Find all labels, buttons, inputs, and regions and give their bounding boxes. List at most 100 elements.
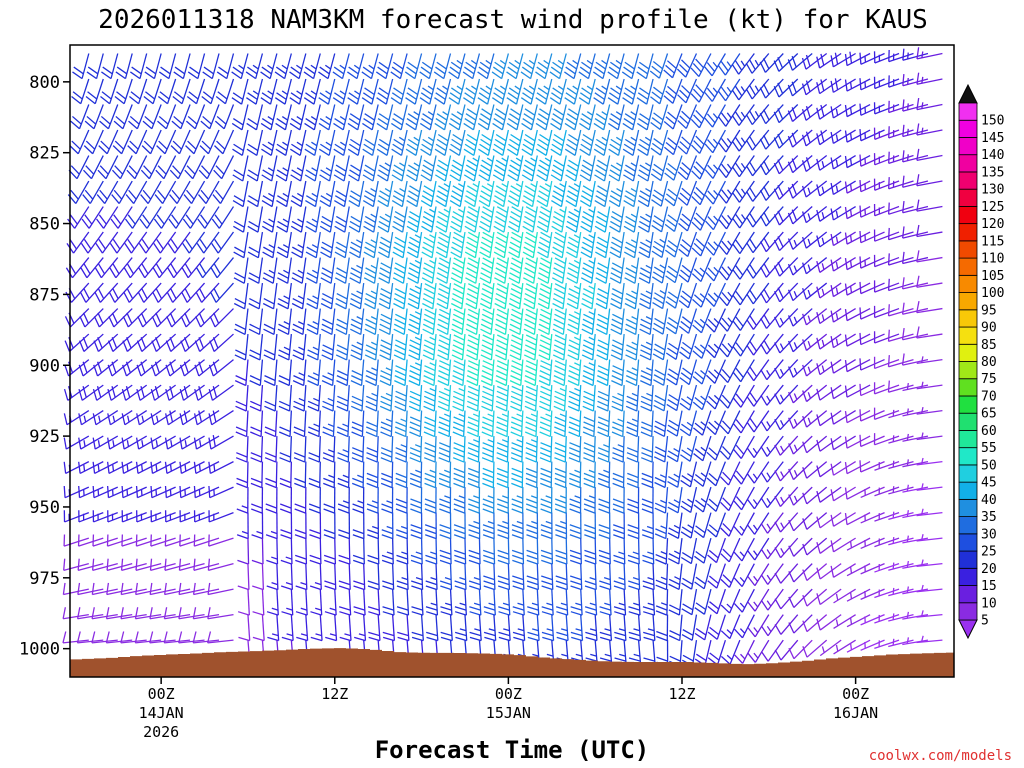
wind-barb <box>96 206 119 229</box>
wind-barb <box>719 282 741 307</box>
wind-barb <box>788 512 813 532</box>
wind-barb <box>733 537 755 562</box>
wind-barb <box>158 53 177 80</box>
wind-barb <box>678 206 698 232</box>
wind-barb <box>134 631 162 644</box>
credit-link[interactable]: coolwx.com/models <box>869 748 1012 764</box>
wind-barb <box>367 589 381 616</box>
wind-barb <box>261 206 278 233</box>
wind-barb <box>733 435 755 459</box>
wind-barb <box>97 155 119 180</box>
wind-barb <box>902 408 929 417</box>
wind-barb <box>556 614 569 642</box>
wind-barb <box>246 78 264 105</box>
wind-barb <box>421 206 437 233</box>
wind-barb <box>859 179 885 193</box>
wind-barb <box>540 512 553 540</box>
wind-barb <box>681 589 698 616</box>
wind-barb <box>338 589 352 616</box>
wind-barb <box>650 78 669 105</box>
wind-barb <box>830 512 856 527</box>
wind-barb <box>435 231 452 259</box>
wind-barb <box>434 104 452 131</box>
wind-barb <box>280 512 293 540</box>
wind-barb <box>760 384 784 406</box>
wind-barb <box>888 613 914 622</box>
wind-barb <box>84 104 104 130</box>
wind-barb <box>110 206 133 229</box>
y-tick-label: 975 <box>29 569 60 589</box>
wind-barb <box>802 563 828 582</box>
wind-barb <box>706 410 727 436</box>
wind-barb <box>187 53 206 80</box>
wind-barb <box>336 359 350 387</box>
wind-barb <box>246 104 264 131</box>
wind-barb <box>523 257 538 284</box>
wind-barb <box>264 385 278 412</box>
wind-barb <box>155 155 177 180</box>
wind-barb <box>395 436 408 463</box>
wind-barb <box>496 436 510 463</box>
wind-barb <box>163 631 191 644</box>
wind-barb <box>579 180 596 208</box>
colorbar-label: 125 <box>981 200 1004 215</box>
wind-barb <box>308 461 321 489</box>
wind-barb <box>916 559 943 568</box>
wind-barb <box>320 257 336 284</box>
wind-barb <box>233 231 249 259</box>
wind-barb <box>668 614 683 642</box>
wind-barb <box>774 435 799 456</box>
wind-barb <box>694 563 712 590</box>
wind-barb <box>607 53 625 80</box>
wind-barb <box>552 334 567 361</box>
wind-barb <box>745 53 770 74</box>
wind-barb <box>524 359 538 387</box>
wind-barb <box>830 384 856 400</box>
wind-barb <box>495 334 510 361</box>
wind-barb <box>169 180 191 204</box>
wind-barb <box>678 231 698 258</box>
colorbar-swatch <box>958 240 978 259</box>
wind-barb <box>844 129 871 143</box>
wind-barb <box>449 129 466 156</box>
wind-barb <box>788 537 813 557</box>
wind-barb <box>594 180 611 208</box>
ground-fill <box>70 648 954 677</box>
wind-barb <box>873 51 900 64</box>
wind-barb <box>802 512 828 530</box>
wind-barb <box>788 614 813 634</box>
wind-barb <box>323 512 336 540</box>
wind-barb <box>859 434 885 448</box>
wind-barb <box>366 436 379 463</box>
wind-barb <box>802 537 828 556</box>
wind-barb <box>506 104 524 131</box>
wind-barb <box>425 589 439 616</box>
wind-barb <box>123 257 148 279</box>
wind-barb <box>816 180 842 197</box>
wind-barb <box>508 231 524 259</box>
colorbar-legend: 5 10 15 20 25 30 35 40 45 50 55 60 65 70 75 80 85 90 95 100… <box>958 83 1004 640</box>
wind-barb <box>353 589 366 616</box>
wind-barb <box>67 180 90 204</box>
wind-barb <box>521 104 538 131</box>
wind-barb <box>480 308 495 335</box>
wind-barb <box>91 558 118 571</box>
wind-barb <box>439 538 452 565</box>
wind-barb <box>92 410 119 426</box>
wind-barb <box>381 512 394 540</box>
wind-barb <box>570 614 584 642</box>
wind-barb <box>802 588 828 607</box>
wind-barb <box>68 155 90 180</box>
wind-barb <box>234 308 249 335</box>
wind-barb <box>760 410 784 432</box>
wind-barb <box>367 538 380 565</box>
wind-barb <box>436 257 452 284</box>
wind-barb <box>901 302 929 315</box>
wind-barb <box>541 589 554 616</box>
wind-barb <box>844 205 871 220</box>
wind-barb <box>624 308 640 335</box>
x-tick-date: 14JAN <box>139 704 184 722</box>
wind-barb <box>129 53 148 80</box>
wind-barb <box>92 384 119 401</box>
wind-barb <box>69 129 90 155</box>
